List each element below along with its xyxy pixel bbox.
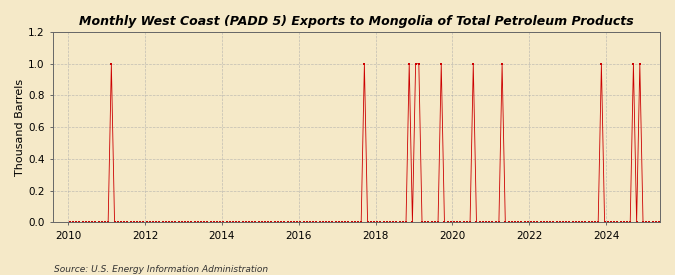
Y-axis label: Thousand Barrels: Thousand Barrels bbox=[15, 79, 25, 176]
Title: Monthly West Coast (PADD 5) Exports to Mongolia of Total Petroleum Products: Monthly West Coast (PADD 5) Exports to M… bbox=[79, 15, 634, 28]
Text: Source: U.S. Energy Information Administration: Source: U.S. Energy Information Administ… bbox=[54, 265, 268, 274]
